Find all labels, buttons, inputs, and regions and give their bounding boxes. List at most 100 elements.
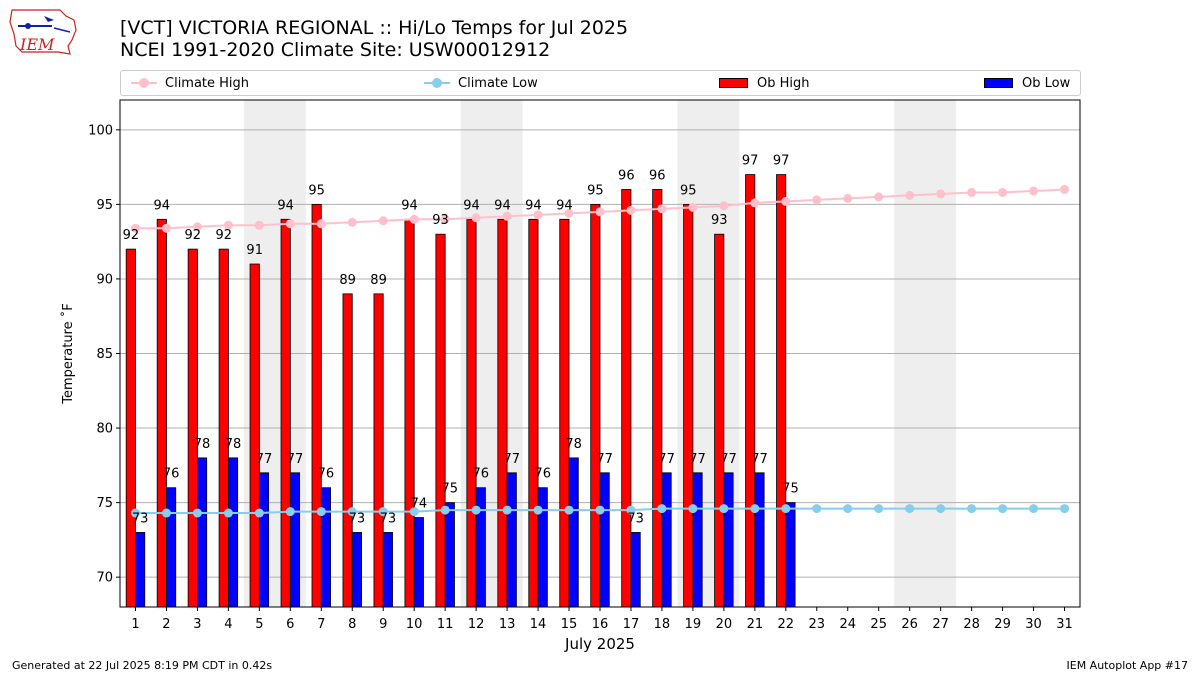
point-climate-high [223, 220, 233, 230]
point-climate-high [812, 195, 822, 205]
point-climate-high [161, 223, 171, 233]
legend-swatch-ob-low [984, 78, 1013, 88]
x-tick-label: 26 [901, 617, 918, 632]
data-label-ob-high: 94 [277, 198, 294, 213]
point-climate-high [502, 211, 512, 221]
point-climate-low [750, 504, 760, 514]
bar-ob-low [785, 502, 796, 608]
data-label-ob-high: 96 [618, 168, 635, 183]
point-climate-low [1060, 504, 1070, 514]
data-label-ob-low: 76 [163, 467, 180, 482]
point-climate-low [223, 508, 233, 518]
x-tick-label: 14 [530, 617, 547, 632]
bar-ob-high [559, 218, 570, 608]
app-credit: IEM Autoplot App #17 [1066, 659, 1189, 672]
x-tick-label: 18 [654, 617, 671, 632]
chart-title: [VCT] VICTORIA REGIONAL :: Hi/Lo Temps f… [120, 17, 629, 39]
point-climate-high [967, 187, 977, 197]
data-label-ob-high: 92 [123, 228, 140, 243]
point-climate-low [781, 504, 791, 514]
x-tick-label: 27 [932, 617, 949, 632]
bar-ob-high [156, 218, 167, 608]
point-climate-high [564, 208, 574, 218]
data-label-ob-high: 92 [185, 228, 202, 243]
legend-label-ob-high: Ob High [757, 75, 810, 91]
point-climate-low [843, 504, 853, 514]
bar-ob-low [382, 532, 393, 608]
point-climate-low [254, 508, 264, 518]
legend-swatch-climate-low [424, 78, 450, 88]
logo-text: IEM [19, 35, 55, 54]
data-label-ob-high: 92 [215, 228, 232, 243]
x-tick-label: 6 [286, 617, 294, 632]
data-label-ob-high: 94 [401, 198, 418, 213]
point-climate-high [595, 207, 605, 217]
data-label-ob-low: 76 [473, 467, 490, 482]
bar-ob-high [776, 174, 787, 608]
bar-ob-high [590, 203, 601, 608]
point-climate-low [626, 505, 636, 515]
data-label-ob-high: 94 [494, 198, 511, 213]
x-tick-label: 11 [437, 617, 454, 632]
point-climate-low [812, 504, 822, 514]
x-tick-label: 23 [809, 617, 826, 632]
bar-ob-low [475, 487, 486, 608]
bar-ob-low [599, 472, 610, 608]
point-climate-high [719, 201, 729, 211]
data-label-ob-high: 93 [711, 213, 728, 228]
y-axis-label: Temperature ˚F [60, 303, 76, 404]
generated-timestamp: Generated at 22 Jul 2025 8:19 PM CDT in … [12, 659, 273, 672]
data-label-ob-high: 93 [432, 213, 449, 228]
bar-ob-high [342, 293, 353, 608]
point-climate-high [316, 219, 326, 229]
data-label-ob-low: 78 [194, 437, 211, 452]
data-label-ob-low: 77 [596, 452, 613, 467]
point-climate-high [874, 192, 884, 202]
point-climate-high [471, 213, 481, 223]
point-climate-low [130, 508, 140, 518]
chart-legend: Climate High Climate Low Ob High Ob Low [120, 70, 1081, 96]
point-climate-high [657, 204, 667, 214]
bar-ob-low [197, 457, 208, 608]
bar-ob-low [568, 457, 579, 608]
point-climate-high [254, 220, 264, 230]
point-climate-high [905, 190, 915, 200]
bar-ob-low [692, 472, 703, 608]
point-climate-high [285, 219, 295, 229]
x-axis-label: July 2025 [564, 635, 635, 653]
y-tick-label: 100 [88, 123, 113, 138]
data-label-ob-high: 94 [154, 198, 171, 213]
x-tick-label: 22 [778, 617, 795, 632]
x-tick-label: 28 [963, 617, 980, 632]
point-climate-high [781, 196, 791, 206]
bar-ob-high [466, 218, 477, 608]
point-climate-low [967, 504, 977, 514]
data-label-ob-low: 77 [689, 452, 706, 467]
bar-ob-low [537, 487, 548, 608]
point-climate-high [750, 198, 760, 208]
bar-ob-low [320, 487, 331, 608]
data-label-ob-high: 97 [773, 154, 790, 169]
x-tick-label: 7 [317, 617, 325, 632]
point-climate-high [440, 214, 450, 224]
x-tick-label: 8 [348, 617, 356, 632]
bar-ob-low [754, 472, 765, 608]
x-tick-label: 4 [224, 617, 232, 632]
legend-label-climate-high: Climate High [165, 75, 250, 91]
point-climate-high [998, 187, 1008, 197]
point-climate-low [409, 507, 419, 517]
bar-ob-low [630, 532, 641, 608]
point-climate-low [502, 505, 512, 515]
bar-ob-low [444, 502, 455, 608]
y-tick-label: 85 [96, 347, 113, 362]
bar-ob-low [227, 457, 239, 608]
point-climate-low [905, 504, 915, 514]
x-tick-label: 12 [468, 617, 485, 632]
point-climate-high [192, 222, 202, 232]
point-climate-low [998, 504, 1008, 514]
x-tick-label: 20 [716, 617, 733, 632]
chart-subtitle: NCEI 1991-2020 Climate Site: USW00012912 [120, 39, 551, 61]
bar-ob-high [218, 248, 229, 608]
bar-ob-high [497, 218, 508, 608]
bar-ob-high [280, 218, 291, 608]
